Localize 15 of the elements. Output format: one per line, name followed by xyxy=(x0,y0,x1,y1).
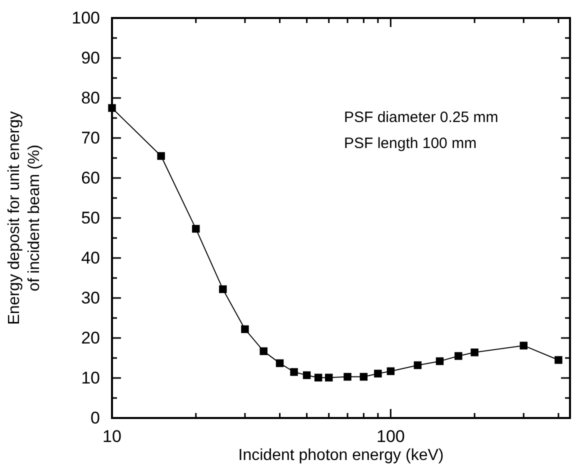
annotation: PSF length 100 mm xyxy=(344,135,477,152)
y-tick-label: 70 xyxy=(81,128,100,148)
y-tick-label: 20 xyxy=(81,328,100,348)
y-tick-label: 50 xyxy=(81,208,100,228)
y-tick-label: 100 xyxy=(72,8,100,28)
y-tick-label: 30 xyxy=(81,288,100,308)
y-tick-label: 60 xyxy=(81,168,100,188)
y-tick-label: 10 xyxy=(81,368,100,388)
x-axis-title: Incident photon energy (keV) xyxy=(238,447,444,464)
y-tick-label: 0 xyxy=(90,408,100,428)
y-tick-label: 90 xyxy=(81,48,100,68)
y-tick-label: 40 xyxy=(81,248,100,268)
y-axis-title: Energy deposit for unit energy of incident beam (%) xyxy=(6,111,43,325)
annotation: PSF diameter 0.25 mm xyxy=(344,109,498,126)
y-tick-label: 80 xyxy=(81,88,100,108)
